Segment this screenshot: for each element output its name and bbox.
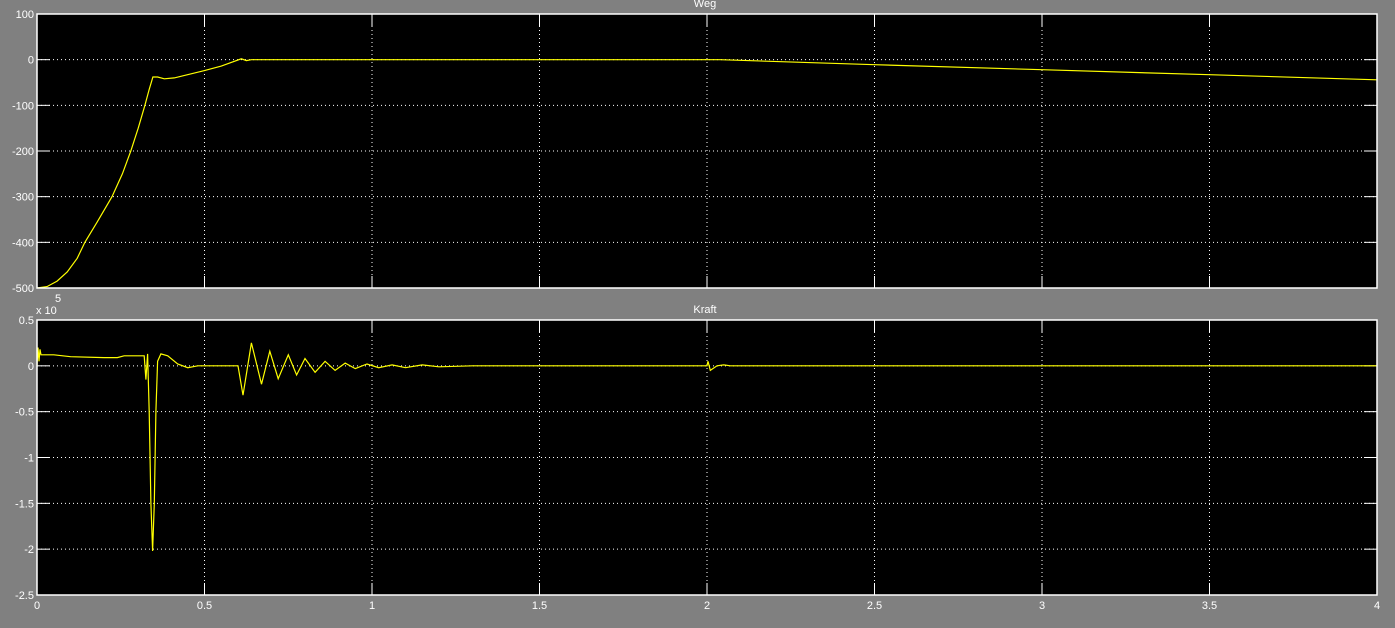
- y-tick-label: -0.5: [15, 407, 34, 419]
- weg-axes: Weg 100 0 -100 -200 -300 -400 -500: [12, 0, 1378, 295]
- y-tick-label: -2: [24, 544, 34, 556]
- x-tick-label: 1: [369, 600, 375, 612]
- y-tick-label: -400: [12, 237, 34, 249]
- x-tick-label: 2.5: [867, 600, 882, 612]
- x-tick-label: 0.5: [197, 600, 212, 612]
- y-tick-label: -2.5: [15, 590, 34, 602]
- x-tick-label: 2: [704, 600, 710, 612]
- kraft-title: Kraft: [693, 304, 716, 316]
- y-tick-label: -300: [12, 192, 34, 204]
- series-line: [36, 58, 1378, 289]
- y-tick-label: -1: [24, 453, 34, 465]
- axes-frame: [36, 13, 1378, 289]
- x-tick-label: 3: [1039, 600, 1045, 612]
- series-line: [36, 342, 1377, 552]
- y-tick-label: 0: [28, 55, 34, 67]
- y-tick-label: -500: [12, 283, 34, 295]
- y-tick-label: -200: [12, 146, 34, 158]
- weg-title: Weg: [694, 0, 716, 10]
- x-tick-label: 1.5: [532, 600, 547, 612]
- x-tick-label: 4: [1374, 600, 1380, 612]
- kraft-axes: Kraft x 10 5 0 0.5 1 1.5 2 2.5 3 3.5 4 0.5 0 -0.5 -1…: [15, 293, 1380, 612]
- y-tick-label: 0: [28, 361, 34, 373]
- kraft-y-exponent: 5: [55, 293, 61, 305]
- x-tick-label: 3.5: [1202, 600, 1217, 612]
- kraft-y-multiplier: x 10: [36, 305, 57, 317]
- axes-frame: [36, 319, 1378, 596]
- y-tick-label: 100: [16, 9, 34, 21]
- y-tick-label: -1.5: [15, 498, 34, 510]
- y-tick-label: 0.5: [19, 315, 34, 327]
- x-tick-label: 0: [34, 600, 40, 612]
- y-tick-label: -100: [12, 100, 34, 112]
